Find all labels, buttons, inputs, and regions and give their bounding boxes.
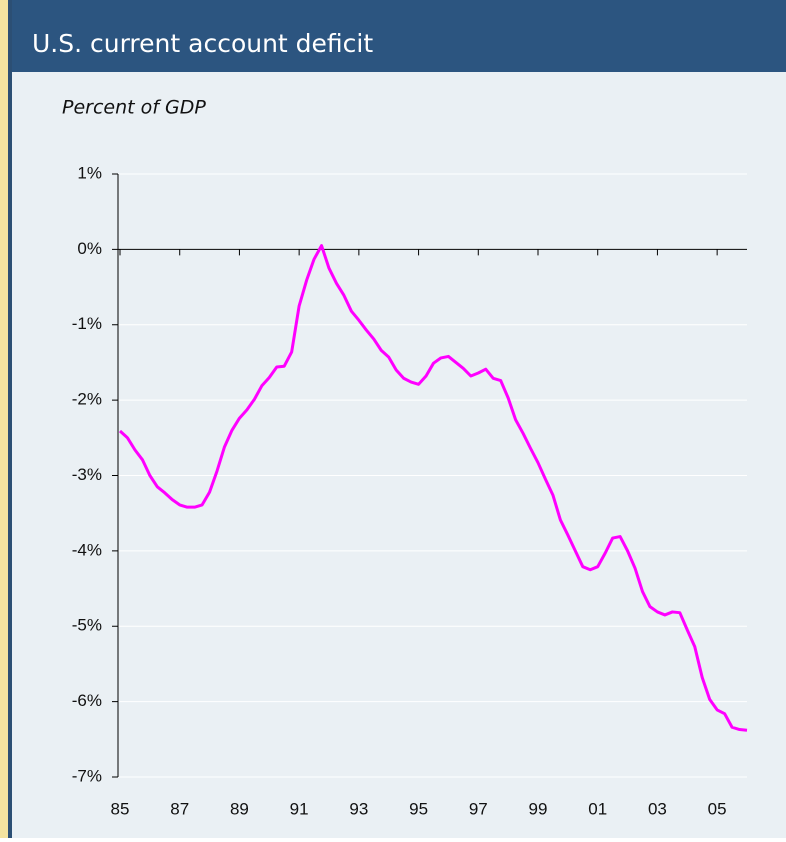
y-tick-label: 0%	[77, 239, 102, 258]
x-tick-label: 01	[588, 799, 607, 818]
left-border	[8, 0, 12, 838]
x-tick-label: 03	[648, 799, 667, 818]
y-tick-label: 1%	[77, 163, 102, 182]
y-tick-label: -1%	[72, 314, 102, 333]
x-tick-label: 05	[708, 799, 727, 818]
x-tick-label: 89	[230, 799, 249, 818]
data-line	[118, 244, 748, 732]
y-tick-label: -4%	[72, 540, 102, 559]
x-tick-label: 85	[111, 799, 130, 818]
x-tick-label: 97	[469, 799, 488, 818]
x-tick-label: 93	[349, 799, 368, 818]
x-tick-label: 91	[290, 799, 309, 818]
x-tick-label: 99	[529, 799, 548, 818]
x-tick-label: 87	[170, 799, 189, 818]
y-tick-label: -3%	[72, 465, 102, 484]
chart-title: U.S. current account deficit	[32, 29, 373, 58]
left-strip	[0, 0, 8, 838]
subtitle: Percent of GDP	[62, 97, 206, 119]
y-tick-label: -5%	[72, 616, 102, 635]
y-tick-label: -7%	[72, 766, 102, 785]
x-tick-label: 95	[409, 799, 428, 818]
header-bar	[12, 0, 786, 72]
y-tick-label: -2%	[72, 390, 102, 409]
y-tick-label: -6%	[72, 691, 102, 710]
